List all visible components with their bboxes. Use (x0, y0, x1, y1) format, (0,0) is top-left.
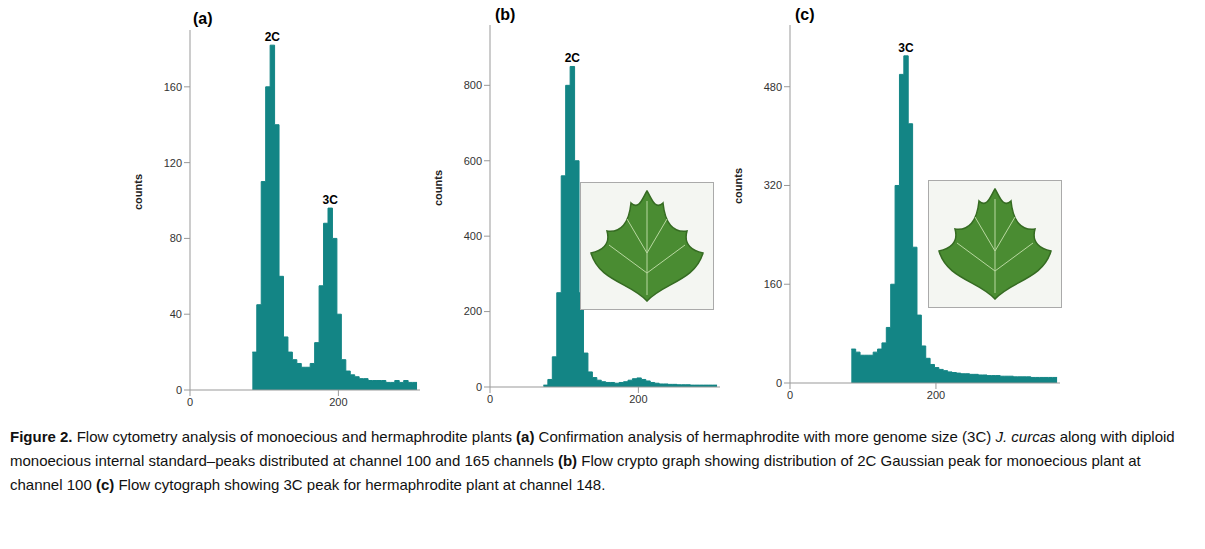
svg-text:2C: 2C (265, 30, 281, 44)
html-text:(c): (c) (795, 6, 815, 23)
svg-text:3C: 3C (898, 41, 914, 55)
html-text:(b): (b) (495, 6, 516, 23)
svg-text:40: 40 (170, 308, 182, 320)
svg-text:0: 0 (487, 393, 493, 405)
svg-text:0: 0 (187, 396, 193, 408)
svg-text:160: 160 (764, 278, 782, 290)
svg-text:400: 400 (464, 230, 482, 242)
svg-text:0: 0 (787, 389, 793, 401)
svg-text:800: 800 (464, 79, 482, 91)
svg-text:200: 200 (629, 393, 647, 405)
svg-text:counts: counts (732, 168, 744, 204)
svg-text:160: 160 (164, 81, 182, 93)
svg-text:120: 120 (164, 157, 182, 169)
svg-text:600: 600 (464, 155, 482, 167)
svg-text:counts: counts (432, 170, 444, 206)
svg-text:0: 0 (776, 377, 782, 389)
svg-text:80: 80 (170, 232, 182, 244)
html-text:(a): (a) (193, 10, 213, 27)
svg-text:counts: counts (132, 174, 144, 210)
svg-text:200: 200 (464, 305, 482, 317)
svg-text:0: 0 (176, 384, 182, 396)
svg-text:3C: 3C (323, 193, 339, 207)
svg-text:200: 200 (329, 396, 347, 408)
svg-text:2C: 2C (565, 51, 581, 65)
svg-text:0: 0 (476, 381, 482, 393)
svg-text:320: 320 (764, 179, 782, 191)
svg-text:480: 480 (764, 81, 782, 93)
svg-text:200: 200 (927, 389, 945, 401)
html-text:Figure 2. Flow cytometry analy: Figure 2. Flow cytometry analysis of mon… (10, 428, 1175, 493)
